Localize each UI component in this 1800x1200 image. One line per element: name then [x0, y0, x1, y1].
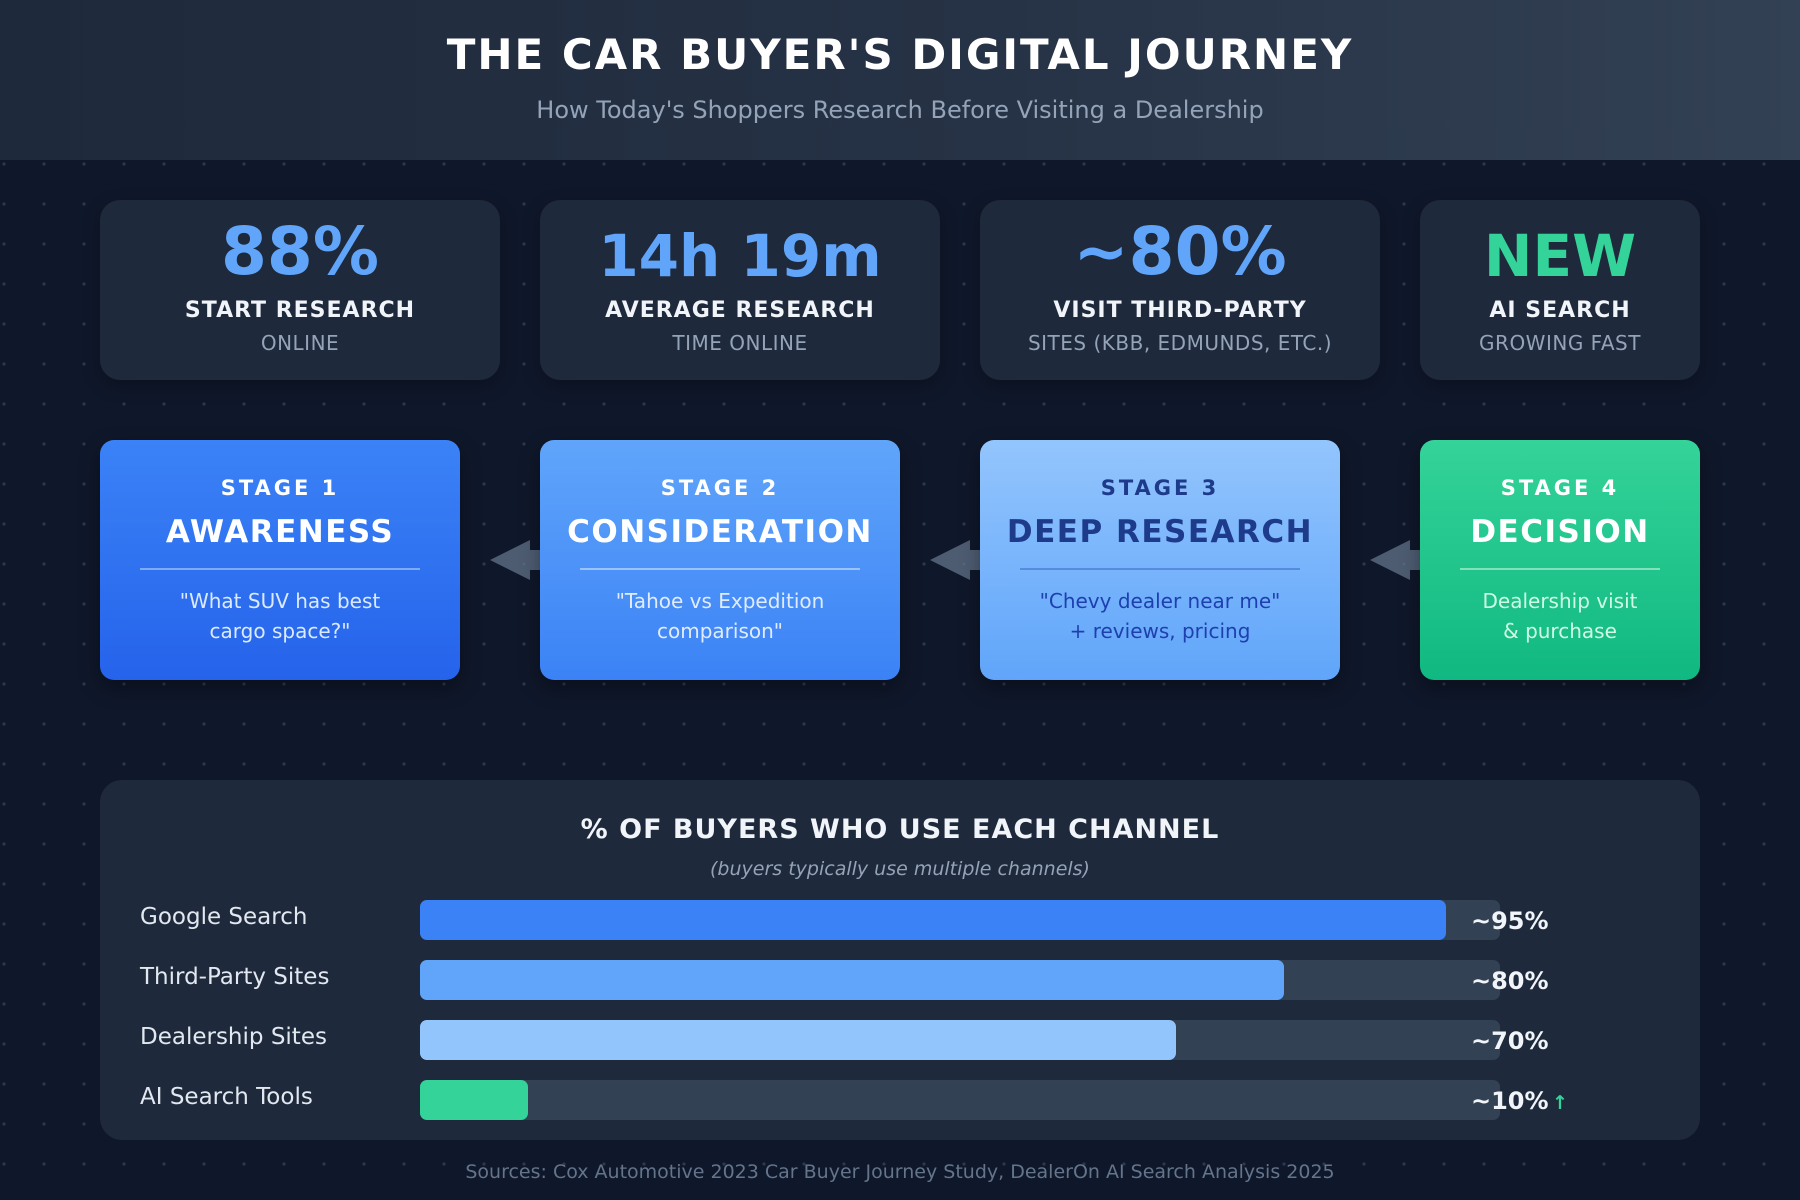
stat-label: AVERAGE RESEARCH: [605, 298, 875, 323]
stat-card-ai-search: NEW AI SEARCH GROWING FAST: [1420, 200, 1700, 380]
bar-value: ~95%: [1471, 907, 1549, 935]
stat-sublabel: ONLINE: [260, 331, 340, 355]
channel-usage-chart: % OF BUYERS WHO USE EACH CHANNEL (buyers…: [100, 780, 1700, 1140]
stage-description-line: "What SUV has best: [179, 589, 381, 613]
page-title: THE CAR BUYER'S DIGITAL JOURNEY: [446, 30, 1354, 79]
stat-value: NEW: [1483, 222, 1637, 290]
arrow-left-icon: [1370, 540, 1420, 580]
stat-value: ~80%: [1073, 213, 1287, 290]
stage-description: "Tahoe vs Expedition comparison": [550, 586, 890, 646]
chart-subtitle: (buyers typically use multiple channels): [710, 858, 1090, 880]
stage-divider: [1020, 568, 1300, 570]
stage-divider: [1460, 568, 1660, 570]
stage-card-awareness: STAGE 1 AWARENESS "What SUV has best car…: [100, 440, 460, 680]
bar-value: ~80%: [1471, 967, 1549, 995]
bar-row-dealership-sites: Dealership Sites ~70%: [100, 1020, 1700, 1060]
stat-card-research-time: 14h 19m AVERAGE RESEARCH TIME ONLINE: [540, 200, 940, 380]
bar-fill: [420, 900, 1446, 940]
bar-track: [420, 960, 1500, 1000]
bar-track: [420, 900, 1500, 940]
bar-value: ~10%: [1471, 1087, 1549, 1115]
stage-description-line: Dealership visit: [1482, 589, 1638, 613]
bar-value: ~70%: [1471, 1027, 1549, 1055]
stage-card-consideration: STAGE 2 CONSIDERATION "Tahoe vs Expediti…: [540, 440, 900, 680]
stage-name: CONSIDERATION: [567, 514, 873, 550]
bar-row-ai-search-tools: AI Search Tools ~10% ↑: [100, 1080, 1700, 1120]
bar-label: Google Search: [140, 904, 308, 930]
chart-title: % OF BUYERS WHO USE EACH CHANNEL: [580, 814, 1220, 845]
stage-name: DECISION: [1470, 514, 1650, 550]
stat-sublabel: SITES (KBB, EDMUNDS, ETC.): [1027, 331, 1333, 355]
sources-footer: Sources: Cox Automotive 2023 Car Buyer J…: [465, 1161, 1335, 1183]
stage-description: "Chevy dealer near me" + reviews, pricin…: [990, 586, 1330, 646]
stage-name: AWARENESS: [165, 514, 395, 550]
stage-description-line: "Tahoe vs Expedition: [615, 589, 825, 613]
stat-label: VISIT THIRD-PARTY: [1053, 298, 1307, 323]
bar-fill: [420, 1080, 528, 1120]
bar-fill: [420, 1020, 1176, 1060]
stat-label: AI SEARCH: [1489, 298, 1631, 323]
bar-label: Dealership Sites: [140, 1024, 327, 1050]
stat-sublabel: TIME ONLINE: [672, 331, 808, 355]
stage-number: STAGE 1: [220, 476, 340, 500]
stage-number: STAGE 2: [660, 476, 780, 500]
stage-name: DEEP RESEARCH: [1006, 514, 1314, 550]
stat-value: 14h 19m: [598, 222, 882, 290]
bar-label: Third-Party Sites: [140, 964, 330, 990]
stat-card-third-party: ~80% VISIT THIRD-PARTY SITES (KBB, EDMUN…: [980, 200, 1380, 380]
stat-sublabel: GROWING FAST: [1479, 331, 1641, 355]
stage-card-deep-research: STAGE 3 DEEP RESEARCH "Chevy dealer near…: [980, 440, 1340, 680]
bar-row-google-search: Google Search ~95%: [100, 900, 1700, 940]
stage-description: "What SUV has best cargo space?": [110, 586, 450, 646]
bar-label: AI Search Tools: [140, 1084, 313, 1110]
stage-description-line: comparison": [657, 619, 783, 643]
stage-number: STAGE 4: [1500, 476, 1620, 500]
bar-track: [420, 1020, 1500, 1060]
trend-up-arrow-icon: ↑: [1552, 1092, 1568, 1114]
stat-value: 88%: [221, 213, 379, 290]
stage-description-line: "Chevy dealer near me": [1039, 589, 1281, 613]
stage-card-decision: STAGE 4 DECISION Dealership visit & purc…: [1420, 440, 1700, 680]
stage-description: Dealership visit & purchase: [1430, 586, 1690, 646]
bar-row-third-party-sites: Third-Party Sites ~80%: [100, 960, 1700, 1000]
bar-fill: [420, 960, 1284, 1000]
arrow-left-icon: [930, 540, 980, 580]
stage-number: STAGE 3: [1100, 476, 1220, 500]
bar-track: [420, 1080, 1500, 1120]
stage-description-line: cargo space?": [209, 619, 351, 643]
arrow-left-icon: [490, 540, 540, 580]
stat-card-start-research: 88% START RESEARCH ONLINE: [100, 200, 500, 380]
header-banner: THE CAR BUYER'S DIGITAL JOURNEY How Toda…: [0, 0, 1800, 160]
stage-description-line: + reviews, pricing: [1069, 619, 1251, 643]
stage-description-line: & purchase: [1503, 619, 1617, 643]
stage-divider: [140, 568, 420, 570]
page-subtitle: How Today's Shoppers Research Before Vis…: [536, 96, 1264, 124]
stage-divider: [580, 568, 860, 570]
stat-label: START RESEARCH: [184, 298, 416, 323]
